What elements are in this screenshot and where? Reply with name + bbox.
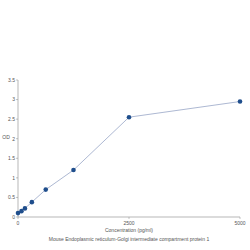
data-point: [30, 200, 35, 205]
y-tick: [16, 197, 18, 198]
y-tick-label: 1.5: [8, 155, 15, 161]
y-tick-label: 0.5: [8, 194, 15, 200]
chart-title: Mouse Endoplasmic reticulum-Golgi interm…: [49, 236, 210, 242]
data-point: [43, 187, 48, 192]
y-tick-label: 3: [12, 96, 15, 102]
y-axis-label: OD: [2, 134, 10, 140]
y-tick-label: 3.5: [8, 77, 15, 83]
curve-line: [18, 102, 240, 214]
data-point: [23, 206, 28, 211]
y-axis-line: [18, 80, 19, 217]
y-tick: [16, 99, 18, 100]
y-tick-label: 2: [12, 136, 15, 142]
x-tick: [18, 217, 19, 219]
x-tick-label: 0: [17, 220, 20, 226]
chart-container: 0 0.5 1 1.5 2 2.5 3 3.5 0 2500 5000 OD Concentration…: [0, 0, 250, 250]
y-tick: [16, 138, 18, 139]
plot-area: [16, 99, 243, 215]
x-tick: [129, 217, 130, 219]
x-tick-label: 5000: [234, 220, 245, 226]
data-point: [127, 115, 132, 120]
y-tick-label: 2.5: [8, 116, 15, 122]
y-tick: [16, 80, 18, 81]
x-tick: [240, 217, 241, 219]
data-point: [238, 99, 243, 104]
y-tick: [16, 119, 18, 120]
y-tick-label: 1: [12, 175, 15, 181]
x-tick-label: 2500: [123, 220, 134, 226]
x-axis-label: Concentration (pg/ml): [105, 227, 153, 233]
data-point: [71, 168, 76, 173]
y-tick: [16, 217, 18, 218]
y-tick: [16, 158, 18, 159]
chart-svg: 0 0.5 1 1.5 2 2.5 3 3.5 0 2500 5000 OD Concentration…: [0, 0, 250, 250]
y-tick-label: 0: [12, 214, 15, 220]
y-tick: [16, 177, 18, 178]
